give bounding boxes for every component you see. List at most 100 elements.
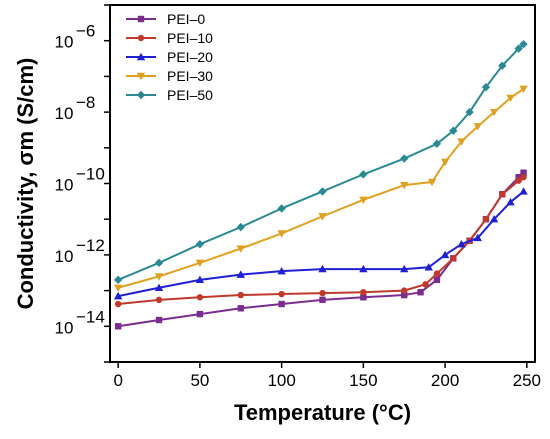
data-point xyxy=(519,85,528,93)
data-point xyxy=(319,296,326,304)
data-point xyxy=(277,204,286,213)
legend-label: PEI–50 xyxy=(167,87,213,103)
data-point xyxy=(278,300,285,308)
data-point xyxy=(136,52,146,61)
data-point xyxy=(277,230,286,238)
data-point xyxy=(519,39,528,49)
data-point xyxy=(433,276,441,284)
y-tick-exponent: −6 xyxy=(76,22,95,41)
data-point xyxy=(440,158,450,167)
data-point xyxy=(237,305,244,312)
data-point xyxy=(481,82,491,92)
data-point xyxy=(277,266,286,275)
data-point xyxy=(195,275,205,284)
y-tick-label: 10 xyxy=(55,33,74,52)
legend-label: PEI–30 xyxy=(167,68,213,84)
y-tick-exponent: −14 xyxy=(76,307,105,326)
data-point xyxy=(520,174,527,181)
data-point xyxy=(457,239,466,248)
data-point xyxy=(359,196,368,204)
data-point xyxy=(113,291,123,300)
data-point xyxy=(359,170,368,179)
x-tick-label: 150 xyxy=(349,371,377,390)
data-point xyxy=(489,215,499,223)
data-point xyxy=(319,289,326,297)
y-tick-exponent: −12 xyxy=(76,236,105,255)
data-point xyxy=(506,197,515,206)
data-point xyxy=(450,255,457,262)
data-point xyxy=(113,284,123,292)
data-point xyxy=(519,187,528,195)
data-point xyxy=(433,270,441,277)
data-point xyxy=(155,296,163,304)
data-point xyxy=(489,108,499,117)
data-point xyxy=(154,283,164,291)
data-point xyxy=(196,294,204,301)
data-point xyxy=(432,139,442,148)
legend-label: PEI–0 xyxy=(167,11,205,27)
data-point xyxy=(498,61,507,70)
series-line xyxy=(118,176,525,306)
x-tick-label: 200 xyxy=(431,371,459,390)
legend: PEI–0 PEI–10 PEI–20 PEI–30 PEI–50 xyxy=(126,11,213,103)
data-point xyxy=(465,107,474,117)
y-tick-label: 10 xyxy=(55,176,74,195)
data-point xyxy=(440,250,450,259)
y-tick-exponent: −8 xyxy=(76,93,95,112)
data-point xyxy=(401,287,408,294)
y-tick-label: 10 xyxy=(55,247,74,266)
data-point xyxy=(137,15,145,23)
data-point xyxy=(400,264,409,273)
data-point xyxy=(318,213,327,221)
data-point xyxy=(237,291,244,299)
data-point xyxy=(360,289,367,296)
data-point xyxy=(499,191,506,198)
data-point xyxy=(114,323,122,330)
legend-label: PEI–20 xyxy=(167,49,213,65)
data-point xyxy=(457,138,466,146)
data-point xyxy=(360,294,367,301)
data-point xyxy=(449,126,458,135)
y-tick-label: 10 xyxy=(55,104,74,123)
x-tick-label: 250 xyxy=(513,371,541,390)
data-point xyxy=(515,177,522,184)
data-point xyxy=(424,263,433,271)
data-point xyxy=(114,300,122,308)
data-point xyxy=(506,94,515,103)
data-point xyxy=(515,174,522,181)
data-point xyxy=(137,34,145,42)
data-point xyxy=(236,245,245,253)
y-tick-label: 10 xyxy=(55,318,74,337)
data-point xyxy=(318,187,327,196)
data-point xyxy=(155,316,163,324)
data-point xyxy=(136,90,146,100)
data-point xyxy=(278,290,285,298)
data-point xyxy=(195,239,205,249)
data-point xyxy=(136,72,146,81)
x-axis-title: Temperature (°C) xyxy=(234,400,411,425)
x-tick-label: 0 xyxy=(113,371,122,390)
data-point xyxy=(236,270,245,278)
y-tick-exponent: −10 xyxy=(76,165,105,184)
data-point xyxy=(422,281,429,288)
data-point xyxy=(196,310,204,318)
x-tick-label: 50 xyxy=(190,371,209,390)
data-point xyxy=(400,181,409,190)
data-point xyxy=(417,289,424,296)
data-point xyxy=(473,123,482,131)
legend-label: PEI–10 xyxy=(167,30,213,46)
y-axis-title: Conductivity, σm (S/cm) xyxy=(13,58,38,310)
data-point xyxy=(520,169,527,176)
data-point xyxy=(401,291,408,299)
data-point xyxy=(236,222,245,232)
data-point xyxy=(482,216,490,223)
y-axis-title-text: Conductivity, σm (S/cm) xyxy=(13,58,38,310)
data-point xyxy=(400,154,409,163)
data-point xyxy=(359,264,368,273)
x-tick-label: 100 xyxy=(267,371,295,390)
data-point xyxy=(473,233,482,242)
data-point xyxy=(154,273,164,281)
data-point xyxy=(195,259,205,268)
